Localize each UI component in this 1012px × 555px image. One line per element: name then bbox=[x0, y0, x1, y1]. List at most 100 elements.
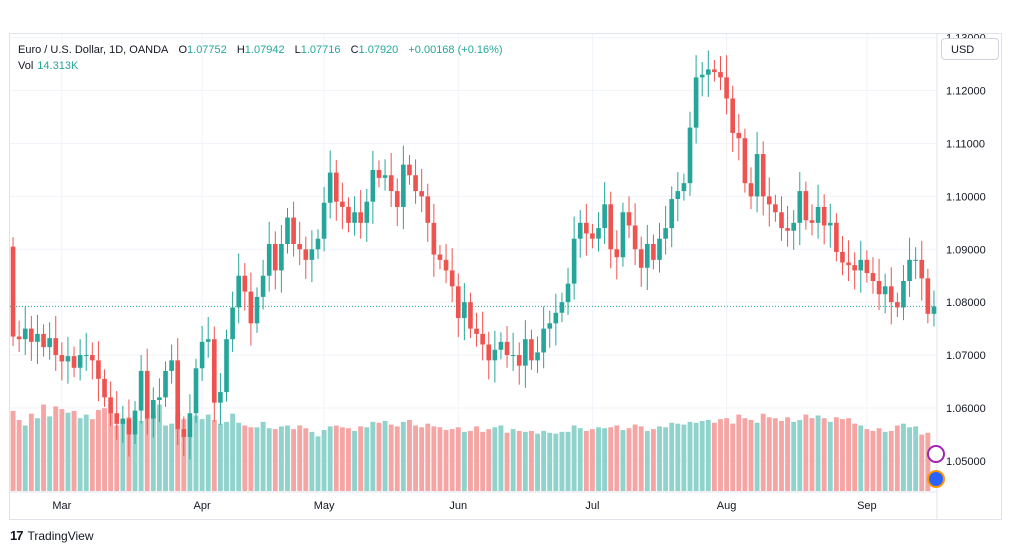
candle-body bbox=[705, 69, 711, 75]
volume-bar bbox=[388, 424, 394, 491]
candle-body bbox=[712, 69, 717, 73]
candle-body bbox=[736, 132, 742, 139]
volume-bar bbox=[815, 415, 821, 491]
candle-body bbox=[644, 243, 650, 268]
candle-body bbox=[602, 204, 607, 229]
volume-bar bbox=[248, 427, 254, 491]
x-tick-label: May bbox=[314, 500, 335, 512]
volume-bar bbox=[437, 427, 443, 491]
candle-body bbox=[10, 246, 16, 337]
candle-body bbox=[669, 199, 675, 229]
volume-bar bbox=[205, 414, 211, 491]
volume-bar bbox=[791, 421, 797, 491]
y-tick-label: 1.08000 bbox=[946, 297, 986, 309]
volume-bar bbox=[846, 418, 852, 491]
candle-body bbox=[431, 222, 437, 255]
candle-body bbox=[626, 212, 632, 226]
currency-button[interactable]: USD bbox=[941, 38, 999, 60]
volume-bar bbox=[852, 423, 858, 491]
volume-bar bbox=[47, 416, 53, 491]
volume-bar bbox=[193, 415, 199, 491]
candle-body bbox=[498, 341, 504, 350]
y-tick-label: 1.06000 bbox=[946, 403, 986, 415]
candle-body bbox=[797, 191, 803, 223]
close-value: 1.07920 bbox=[358, 44, 399, 56]
volume-bar bbox=[711, 422, 717, 491]
candle-body bbox=[663, 228, 668, 239]
candle-body bbox=[266, 243, 272, 276]
candle-body bbox=[254, 296, 260, 324]
tradingview-logo-icon: 17 bbox=[10, 528, 24, 543]
candle-body bbox=[510, 355, 516, 357]
candle-body bbox=[352, 212, 357, 223]
candle-body bbox=[181, 429, 187, 438]
candle-body bbox=[925, 278, 931, 314]
candle-body bbox=[541, 328, 546, 353]
candle-body bbox=[760, 154, 766, 197]
candle-body bbox=[791, 222, 796, 231]
volume-bar bbox=[675, 423, 681, 491]
candle-body bbox=[65, 356, 71, 362]
candle-body bbox=[523, 339, 528, 366]
volume-bar bbox=[199, 419, 205, 491]
volume-bar bbox=[333, 425, 339, 491]
volume-bar bbox=[535, 433, 540, 491]
volume-legend: Vol 14.313K bbox=[18, 58, 78, 74]
volume-bar bbox=[28, 413, 34, 491]
candle-body bbox=[718, 72, 723, 78]
calendar-icon[interactable] bbox=[927, 470, 945, 488]
volume-bar bbox=[407, 420, 412, 491]
chart-legend: Euro / U.S. Dollar, 1D, OANDA O1.07752 H… bbox=[18, 42, 503, 58]
volume-bar bbox=[266, 428, 272, 491]
volume-bar bbox=[772, 418, 778, 491]
brand-name: TradingView bbox=[27, 528, 94, 543]
volume-bar bbox=[272, 429, 278, 491]
candle-body bbox=[413, 175, 418, 192]
candle-body bbox=[102, 378, 107, 398]
candle-body bbox=[620, 212, 626, 258]
symbol-title[interactable]: Euro / U.S. Dollar, 1D, OANDA bbox=[18, 44, 169, 56]
volume-bar bbox=[431, 426, 437, 491]
candle-body bbox=[163, 370, 168, 398]
close-label: C bbox=[350, 44, 359, 56]
volume-bar bbox=[669, 422, 675, 491]
volume-bar bbox=[547, 432, 553, 491]
lightning-icon[interactable] bbox=[927, 445, 945, 463]
candle-body bbox=[895, 302, 900, 308]
candle-body bbox=[205, 339, 211, 342]
volume-bar bbox=[260, 421, 266, 491]
volume-bar bbox=[913, 426, 919, 491]
volume-bar bbox=[77, 418, 83, 491]
volume-bar bbox=[321, 430, 327, 491]
candle-body bbox=[218, 392, 223, 403]
volume-bar bbox=[419, 427, 425, 491]
candle-body bbox=[815, 206, 821, 223]
volume-bar bbox=[907, 427, 912, 491]
volume-bar bbox=[376, 422, 382, 491]
candle-body bbox=[492, 349, 498, 361]
volume-bar bbox=[730, 423, 736, 491]
volume-bar bbox=[53, 406, 59, 491]
volume-bar bbox=[291, 429, 297, 491]
candle-body bbox=[144, 370, 150, 419]
volume-bar bbox=[102, 408, 107, 491]
candle-body bbox=[327, 172, 333, 203]
volume-bar bbox=[443, 430, 449, 491]
volume-bar bbox=[492, 427, 498, 491]
volume-bar bbox=[364, 427, 370, 491]
volume-bar bbox=[919, 434, 925, 491]
volume-bar bbox=[59, 409, 65, 491]
candle-body bbox=[864, 259, 870, 274]
volume-bar bbox=[163, 425, 168, 491]
y-tick-label: 1.10000 bbox=[946, 191, 986, 203]
tradingview-brand[interactable]: 17 TradingView bbox=[10, 528, 94, 543]
candle-body bbox=[333, 172, 339, 202]
candle-body bbox=[803, 191, 809, 221]
candle-body bbox=[724, 77, 729, 99]
candle-body bbox=[584, 222, 589, 234]
open-label: O bbox=[178, 44, 188, 56]
candle-body bbox=[834, 222, 839, 252]
candle-body bbox=[888, 286, 894, 303]
volume-bar bbox=[858, 425, 864, 491]
